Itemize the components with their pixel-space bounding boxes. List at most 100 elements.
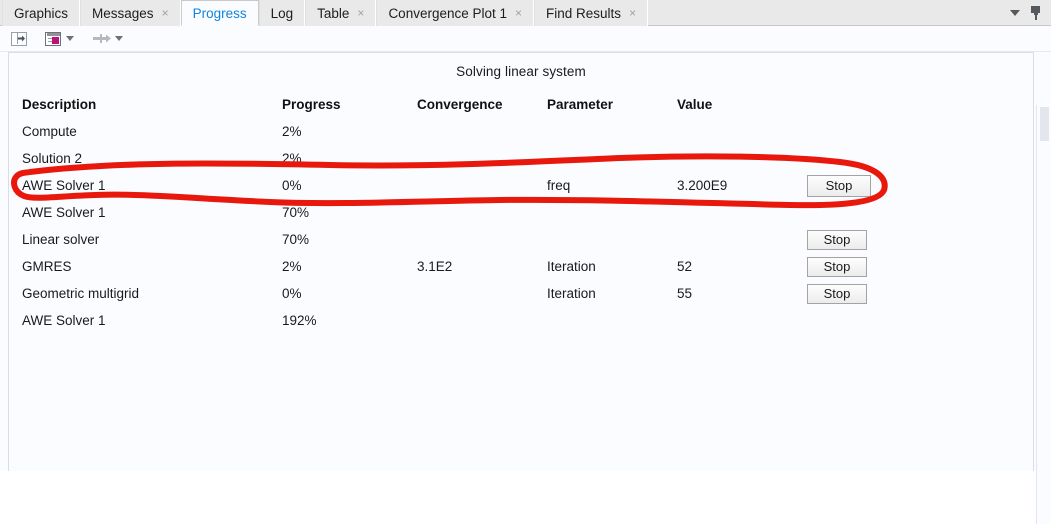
- cell-action: Stop: [807, 172, 1033, 199]
- cell-value: [677, 307, 807, 334]
- column-header-description: Description: [22, 97, 97, 112]
- cell-parameter: Iteration: [547, 259, 596, 274]
- cell-convergence: [417, 199, 547, 226]
- table-row[interactable]: Compute 2%: [9, 118, 1033, 145]
- tab-find-results[interactable]: Find Results ×: [534, 0, 649, 26]
- cell-progress: 2%: [282, 124, 302, 139]
- column-header-value: Value: [677, 97, 713, 112]
- panel-toolbar: [0, 26, 1051, 52]
- tab-convergence-plot-1[interactable]: Convergence Plot 1 ×: [376, 0, 535, 26]
- cell-description: Geometric multigrid: [22, 286, 140, 301]
- column-header-progress: Progress: [282, 97, 341, 112]
- cell-action: [807, 145, 1033, 172]
- cell-value: [677, 145, 807, 172]
- cell-convergence: [417, 118, 547, 145]
- cell-description: Compute: [22, 124, 77, 139]
- cell-action: [807, 307, 1033, 334]
- cell-value: 3.200E9: [677, 178, 728, 193]
- cell-convergence: 3.1E2: [417, 259, 453, 274]
- cell-parameter: freq: [547, 178, 571, 193]
- cell-parameter: [547, 145, 677, 172]
- progress-content: Solving linear system Description Progre…: [0, 52, 1051, 524]
- cell-progress: 0%: [282, 178, 302, 193]
- cell-convergence: [417, 172, 547, 199]
- pin-icon[interactable]: [1030, 5, 1041, 20]
- cell-action: [807, 199, 1033, 226]
- cell-action: Stop: [807, 280, 1033, 307]
- cell-progress: 2%: [282, 259, 302, 274]
- chevron-down-icon[interactable]: [115, 36, 123, 41]
- tab-label: Progress: [192, 5, 247, 21]
- cell-parameter: [547, 199, 677, 226]
- cell-value: [677, 199, 807, 226]
- stop-button[interactable]: Stop: [807, 283, 867, 304]
- tab-label: Table: [317, 5, 350, 21]
- table-row[interactable]: AWE Solver 1 192%: [9, 307, 1033, 334]
- cell-description: AWE Solver 1: [22, 205, 106, 220]
- cell-value: 55: [677, 286, 693, 301]
- tab-table[interactable]: Table ×: [305, 0, 377, 26]
- stop-button[interactable]: Stop: [807, 256, 867, 277]
- cell-description: Linear solver: [22, 232, 100, 247]
- cell-description: GMRES: [22, 259, 72, 274]
- cell-description: Solution 2: [22, 151, 83, 166]
- show-panel-icon[interactable]: [9, 29, 29, 49]
- cell-description: AWE Solver 1: [22, 313, 106, 328]
- cell-progress: 0%: [282, 286, 302, 301]
- tab-log[interactable]: Log: [258, 0, 306, 26]
- cell-convergence: [417, 280, 547, 307]
- table-row[interactable]: Solution 2 2%: [9, 145, 1033, 172]
- tab-label: Log: [270, 5, 294, 21]
- tab-progress[interactable]: Progress: [180, 0, 259, 26]
- cell-parameter: Iteration: [547, 286, 596, 301]
- cell-value: 52: [677, 259, 693, 274]
- chevron-down-icon[interactable]: [66, 36, 74, 41]
- tab-label: Convergence Plot 1: [388, 5, 508, 21]
- cell-action: Stop: [807, 253, 1033, 280]
- cell-convergence: [417, 226, 547, 253]
- table-row[interactable]: AWE Solver 1 70%: [9, 199, 1033, 226]
- cell-convergence: [417, 145, 547, 172]
- cell-action: Stop: [807, 226, 1033, 253]
- cell-convergence: [417, 307, 547, 334]
- progress-table: Description Progress Convergence Paramet…: [9, 91, 1033, 334]
- column-header-action: [807, 91, 1033, 118]
- table-row[interactable]: Linear solver 70% Stop: [9, 226, 1033, 253]
- cell-value: [677, 226, 807, 253]
- cell-description: AWE Solver 1: [22, 178, 106, 193]
- highlight-panel-icon[interactable]: [43, 29, 63, 49]
- cell-action: [807, 118, 1033, 145]
- column-header-convergence: Convergence: [417, 97, 503, 112]
- table-header-row: Description Progress Convergence Paramet…: [9, 91, 1033, 118]
- cell-parameter: [547, 226, 677, 253]
- progress-panel: Solving linear system Description Progre…: [8, 52, 1034, 471]
- stop-button[interactable]: Stop: [807, 174, 871, 197]
- panel-caption: Solving linear system: [456, 64, 586, 79]
- cell-progress: 70%: [282, 232, 310, 247]
- cell-value: [677, 118, 807, 145]
- stop-button[interactable]: Stop: [807, 229, 867, 250]
- chevron-down-icon[interactable]: [1010, 9, 1020, 16]
- tab-label: Graphics: [14, 5, 69, 21]
- table-row-awe-solver-highlighted[interactable]: AWE Solver 1 0% freq 3.200E9 Stop: [9, 172, 1033, 199]
- tab-label: Messages: [92, 5, 154, 21]
- cell-progress: 192%: [282, 313, 317, 328]
- scrollbar-thumb[interactable]: [1040, 107, 1049, 141]
- cell-parameter: [547, 118, 677, 145]
- tab-label: Find Results: [546, 5, 622, 21]
- close-icon[interactable]: ×: [357, 6, 365, 20]
- close-icon[interactable]: ×: [629, 6, 637, 20]
- cell-parameter: [547, 307, 677, 334]
- tab-messages[interactable]: Messages ×: [80, 0, 181, 26]
- tab-graphics[interactable]: Graphics: [2, 0, 81, 26]
- close-icon[interactable]: ×: [161, 6, 169, 20]
- table-row[interactable]: GMRES 2% 3.1E2 Iteration 52 Stop: [9, 253, 1033, 280]
- tab-bar-controls: [1006, 0, 1051, 25]
- cell-progress: 70%: [282, 205, 310, 220]
- tab-bar: Graphics Messages × Progress Log Table ×…: [0, 0, 1051, 26]
- step-arrow-icon[interactable]: [92, 29, 112, 49]
- vertical-scrollbar[interactable]: [1036, 105, 1051, 524]
- table-row[interactable]: Geometric multigrid 0% Iteration 55 Stop: [9, 280, 1033, 307]
- close-icon[interactable]: ×: [515, 6, 523, 20]
- column-header-parameter: Parameter: [547, 97, 614, 112]
